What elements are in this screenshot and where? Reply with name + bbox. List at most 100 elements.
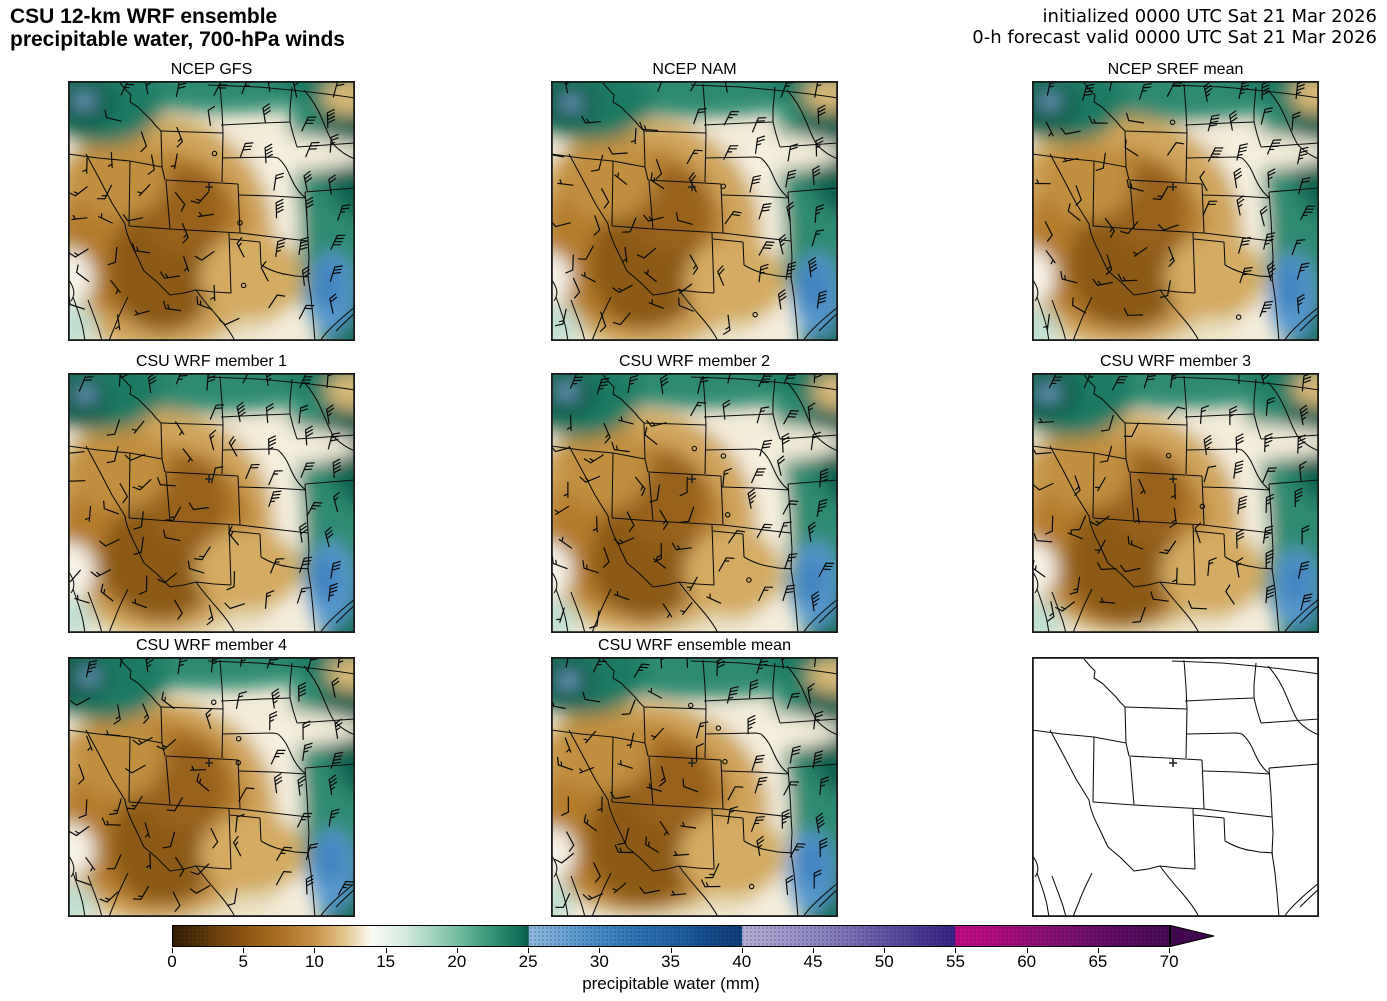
colorbar-tick [172, 948, 173, 953]
panel-frame [1032, 373, 1319, 633]
colorbar-tick [243, 948, 245, 953]
colorbar-tick [1169, 948, 1171, 953]
figure-title-line1: CSU 12-km WRF ensemble [10, 5, 278, 28]
map-panel-csu-wrf-member-3 [1032, 373, 1319, 633]
colorbar-tick-label: 65 [1088, 952, 1108, 971]
colorbar-tick [385, 948, 387, 953]
location-cross-marker [688, 183, 696, 191]
colorbar-tick [599, 948, 601, 953]
panel-title-ncep-sref-mean: NCEP SREF mean [1107, 61, 1244, 78]
wind-barbs [68, 373, 342, 626]
colorbar-tick-label: 20 [447, 952, 467, 971]
calm-wind-circle [1169, 119, 1176, 126]
colorbar-tick-label: 0 [167, 952, 177, 971]
calm-wind-circle [210, 699, 217, 706]
map-canvas-ncep-nam [551, 81, 838, 341]
panel-title-ncep-nam: NCEP NAM [652, 61, 737, 78]
colorbar-gradient [172, 925, 1171, 947]
wind-barbs [551, 373, 835, 629]
colorbar-stipple-low [173, 926, 209, 946]
location-cross-marker [205, 759, 213, 767]
map-panel-ncep-sref-mean [1032, 81, 1319, 341]
wind-barbs [68, 81, 351, 331]
map-panel-ncep-nam [551, 81, 838, 341]
colorbar-tick [314, 948, 316, 953]
map-canvas-csu-wrf-ensemble-mean [551, 657, 838, 917]
map-panel-csu-wrf-member-4 [68, 657, 355, 917]
calm-wind-circle [715, 725, 722, 731]
colorbar-tick [456, 948, 458, 953]
panel-title-ncep-gfs: NCEP GFS [170, 61, 253, 78]
calm-wind-circle [691, 445, 698, 452]
calm-wind-circle [237, 220, 243, 226]
calm-wind-circle [1165, 452, 1172, 459]
colorbar-tick [741, 948, 743, 953]
calm-wind-circle [235, 735, 242, 742]
calm-wind-circle [746, 577, 752, 583]
colorbar-tick-label: 35 [661, 952, 681, 971]
map-panel-blank-basemap [1032, 657, 1319, 917]
colorbar-label: precipitable water (mm) [582, 974, 760, 993]
figure-title-line2: precipitable water, 700-hPa winds [10, 28, 345, 51]
initialized-time: initialized 0000 UTC Sat 21 Mar 2026 [1042, 6, 1377, 27]
panel-frame [551, 81, 838, 341]
calm-wind-circle [688, 702, 694, 709]
colorbar-stipple-high [529, 926, 1171, 946]
map-canvas-ncep-sref-mean [1032, 81, 1319, 341]
panel-frame [68, 81, 355, 341]
map-canvas-csu-wrf-member-3 [1032, 373, 1319, 633]
panel-frame [551, 373, 838, 633]
colorbar-tick [1097, 948, 1099, 953]
location-cross-marker [205, 475, 213, 483]
map-canvas-ncep-gfs [68, 81, 355, 341]
calm-wind-circle [235, 759, 242, 766]
calm-wind-circle [748, 883, 755, 890]
colorbar-tick-label: 50 [874, 952, 894, 971]
colorbar-tick [1026, 948, 1028, 953]
panel-frame [1032, 657, 1319, 917]
colorbar-tick-label: 30 [589, 952, 609, 971]
calm-wind-circle [1199, 503, 1206, 510]
calm-wind-circle [720, 453, 727, 459]
colorbar-tick-label: 60 [1017, 952, 1037, 971]
map-canvas-csu-wrf-member-1 [68, 373, 355, 633]
wind-barbs [1032, 373, 1313, 623]
panel-frame [68, 657, 355, 917]
calm-wind-circle [240, 282, 247, 289]
calm-wind-circle [211, 150, 218, 157]
colorbar-tick [884, 948, 886, 953]
map-canvas-csu-wrf-member-2 [551, 373, 838, 633]
calm-wind-circle [752, 311, 758, 318]
panel-title-csu-wrf-member-1: CSU WRF member 1 [135, 353, 288, 370]
calm-wind-circle [722, 758, 728, 765]
colorbar-tick-label: 5 [238, 952, 248, 971]
map-canvas-blank-basemap [1032, 657, 1319, 917]
wind-barbs [1034, 81, 1316, 330]
valid-time: 0-h forecast valid 0000 UTC Sat 21 Mar 2… [972, 27, 1377, 48]
colorbar-tick-label: 25 [518, 952, 538, 971]
panel-title-csu-wrf-member-4: CSU WRF member 4 [135, 637, 288, 654]
location-cross-marker [1169, 475, 1177, 483]
colorbar-tick [528, 948, 530, 953]
colorbar-tick [955, 948, 957, 953]
panel-title-csu-wrf-ensemble-mean: CSU WRF ensemble mean [598, 637, 791, 654]
location-cross-marker [1169, 183, 1177, 191]
colorbar-tick-label: 55 [946, 952, 965, 971]
location-cross-marker [688, 475, 696, 483]
location-cross-marker [1169, 759, 1177, 767]
map-canvas-csu-wrf-member-4 [68, 657, 355, 917]
colorbar-tick-label: 40 [732, 952, 752, 971]
colorbar-tick [813, 948, 815, 953]
map-panel-csu-wrf-member-2 [551, 373, 838, 633]
calm-wind-circle [720, 183, 726, 189]
colorbar-extend-arrow [1170, 925, 1215, 948]
colorbar-tick [670, 948, 672, 953]
map-panel-csu-wrf-member-1 [68, 373, 355, 633]
map-panel-ncep-gfs [68, 81, 355, 341]
colorbar-tick-label: 45 [803, 952, 823, 971]
panel-frame [1032, 81, 1319, 341]
map-panel-csu-wrf-ensemble-mean [551, 657, 838, 917]
colorbar-tick-label: 10 [304, 952, 324, 971]
location-cross-marker [205, 183, 213, 191]
